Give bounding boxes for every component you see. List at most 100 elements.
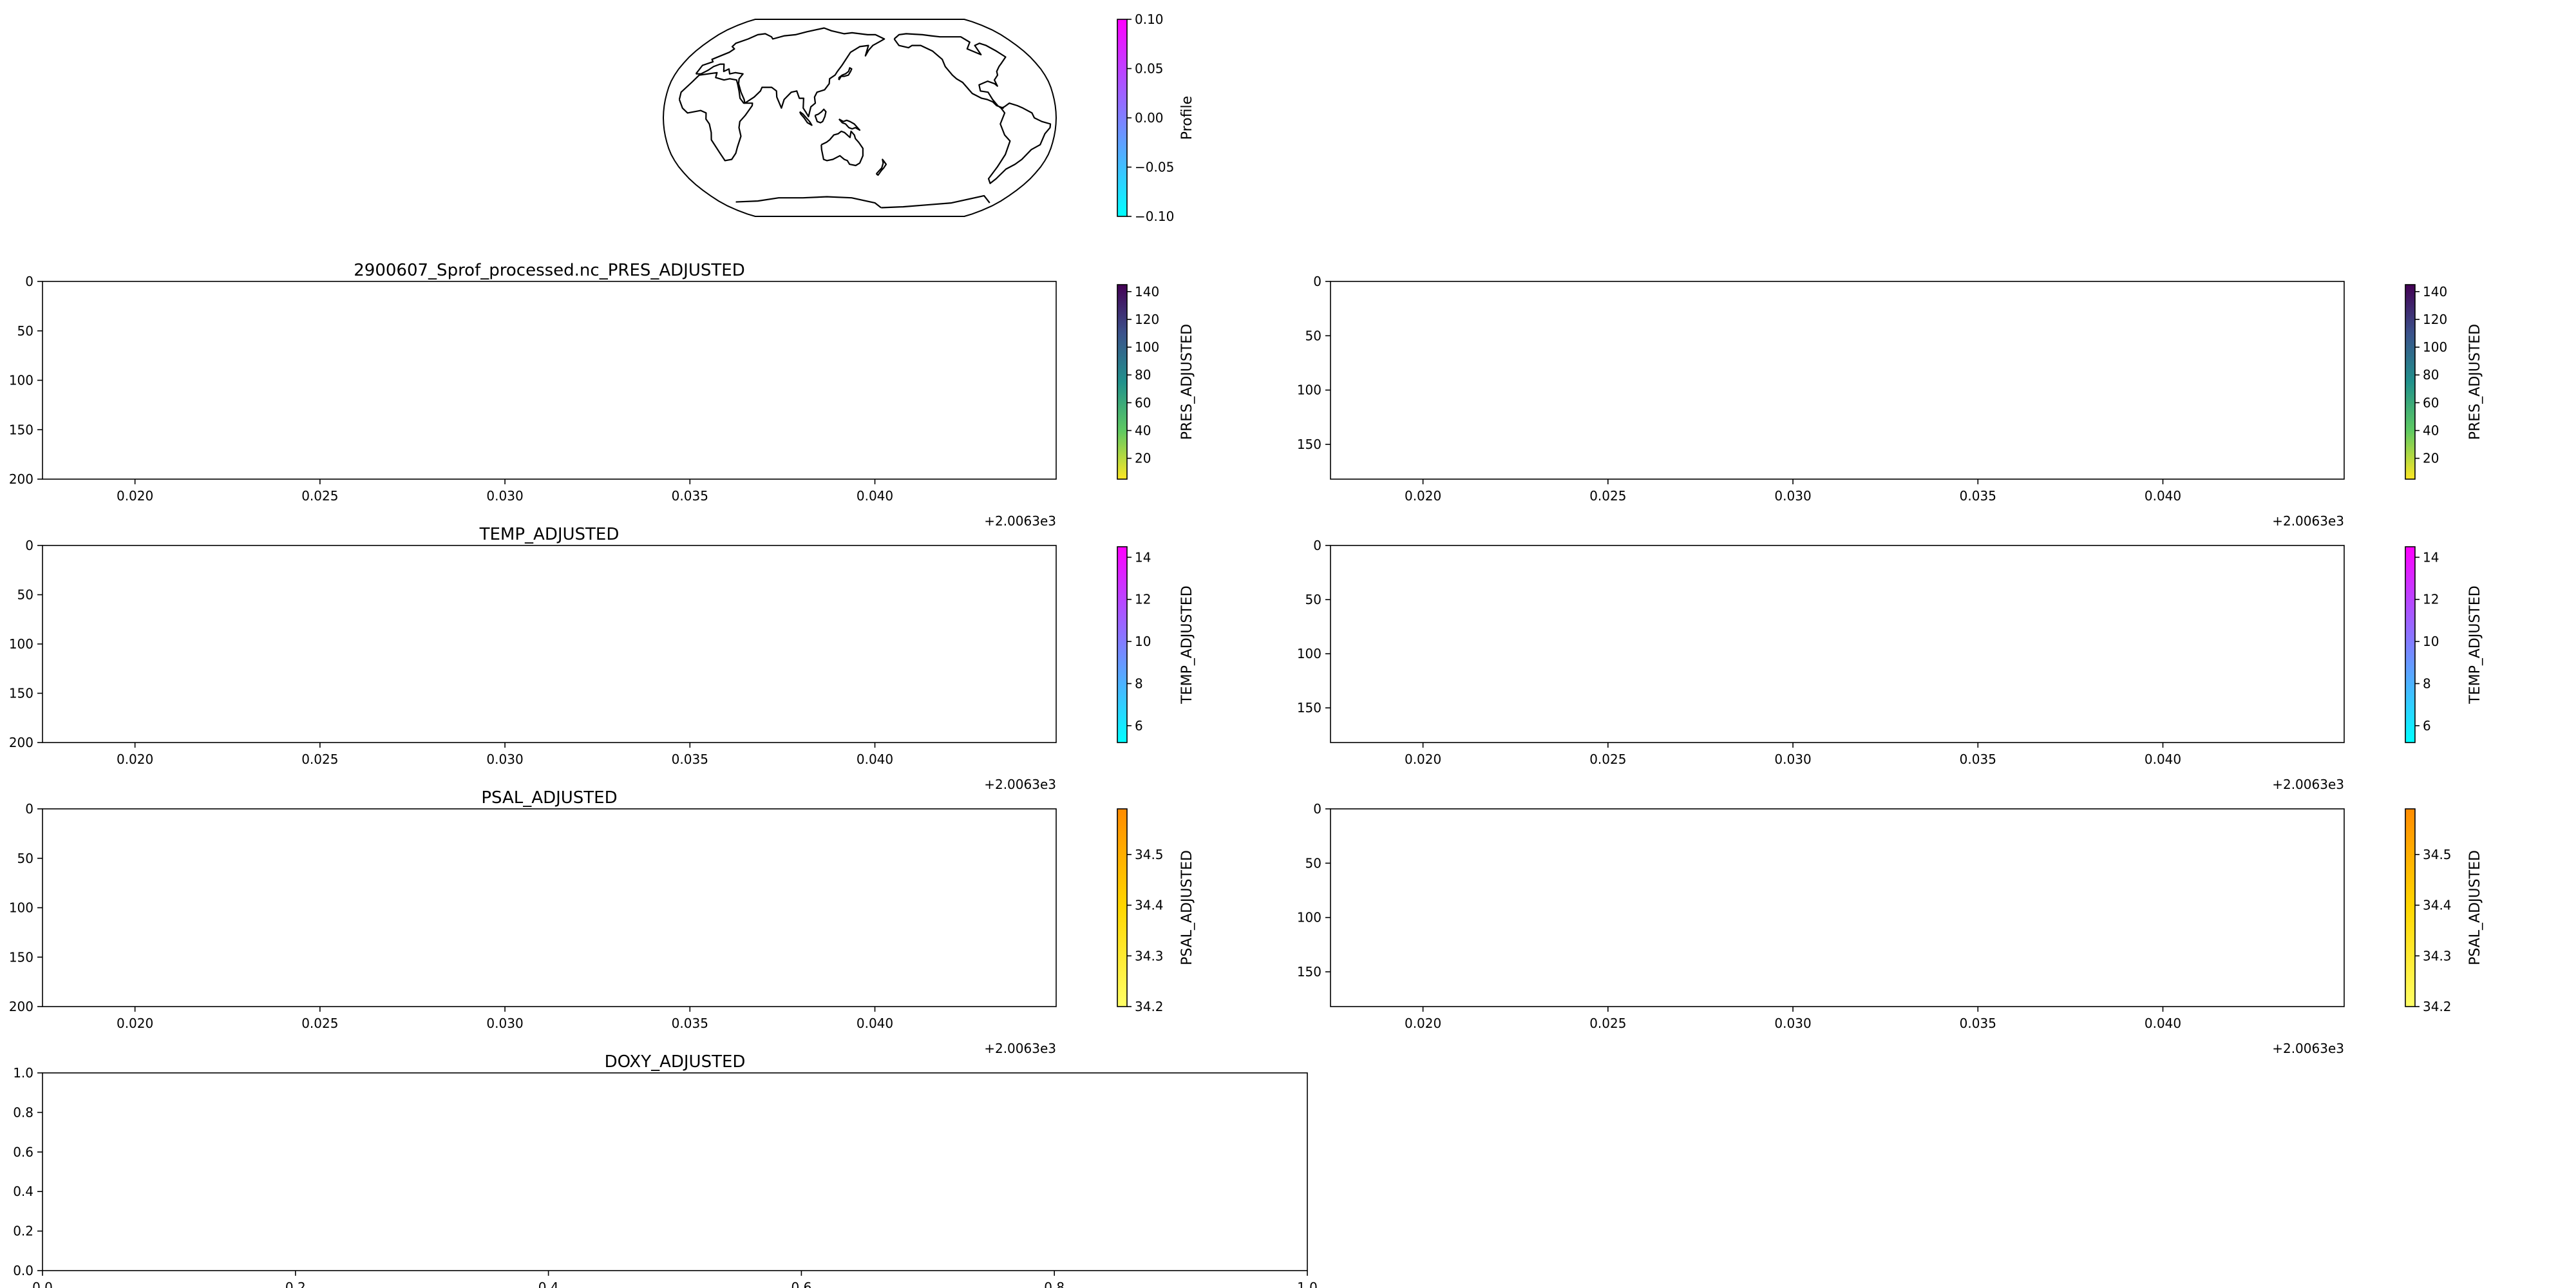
colorbar-tick-label: 0.00 (1135, 110, 1164, 126)
x-tick-label: 0.025 (301, 1016, 338, 1031)
colorbar-tick-label: 6 (2423, 718, 2431, 734)
y-tick-label: 150 (1297, 964, 1321, 980)
colorbar-tick-label: 6 (1135, 718, 1143, 734)
x-tick-label: 0.035 (1960, 1016, 1996, 1031)
x-tick-label: 0.030 (1774, 488, 1811, 504)
colorbar-label: TEMP_ADJUSTED (2467, 585, 2483, 704)
world-map (662, 19, 1057, 217)
x-tick-label: 0.040 (2145, 488, 2181, 504)
y-tick-label: 150 (9, 422, 33, 437)
x-tick-label: 0.2 (285, 1280, 306, 1288)
x-tick-label: 0.025 (301, 752, 338, 767)
colorbar-gradient (1117, 19, 1127, 216)
y-tick-label: 0.8 (13, 1104, 33, 1120)
coast-africa (678, 71, 753, 162)
colorbar-psal-right: 34.2 34.3 34.4 34.5 PSAL_ADJUSTED (2405, 808, 2483, 1014)
colorbar-frame (1117, 546, 1128, 743)
colorbar-tick-label: 34.4 (2423, 898, 2452, 913)
colorbar-tick-label: 120 (1135, 312, 1159, 327)
y-tick-label: 200 (9, 471, 33, 487)
colorbar-tick-label: 40 (1135, 423, 1151, 439)
colorbar-tick-label: 14 (1135, 549, 1151, 565)
coast-sumatra (799, 111, 813, 126)
colorbar-tick-label: 10 (1135, 634, 1151, 649)
y-tick-label: 50 (17, 323, 33, 339)
coast-borneo (814, 108, 827, 124)
x-tick-label: 0.035 (1960, 752, 1996, 767)
y-tick-label: 50 (1305, 328, 1321, 343)
y-tick-label: 1.0 (13, 1065, 33, 1081)
colorbar-tick-label: −0.10 (1135, 209, 1174, 224)
colorbar-gradient (2405, 285, 2415, 479)
colorbar-tick-label: −0.05 (1135, 160, 1174, 175)
colorbar-tick-label: 20 (2423, 451, 2439, 466)
panel-pres-left: 0.020 0.025 0.030 0.035 0.040 0 50 100 150 200 +2.… (9, 261, 1057, 529)
x-tick-label: 0.025 (1589, 1016, 1626, 1031)
y-tick-label: 200 (9, 735, 33, 750)
x-offset-label: +2.0063e3 (2272, 1041, 2344, 1056)
panel-title: DOXY_ADJUSTED (605, 1052, 746, 1072)
y-tick-label: 150 (1297, 700, 1321, 715)
colorbar-frame (2405, 808, 2416, 1007)
map-outline (662, 19, 1057, 217)
colorbar-tick-label: 40 (2423, 423, 2439, 439)
colorbar-temp-left: 6 8 10 12 14 TEMP_ADJUSTED (1117, 546, 1195, 743)
y-tick-label: 50 (1305, 855, 1321, 871)
x-tick-label: 0.020 (117, 1016, 153, 1031)
colorbar-tick-label: 8 (1135, 676, 1143, 691)
colorbar-tick-label: 34.3 (2423, 948, 2452, 963)
panel-title: 2900607_Sprof_processed.nc_PRES_ADJUSTED (354, 261, 744, 280)
x-tick-label: 0.040 (857, 488, 893, 504)
x-offset-label: +2.0063e3 (984, 1041, 1056, 1056)
colorbar-tick-label: 0.05 (1135, 61, 1164, 77)
x-tick-label: 0.030 (1774, 1016, 1811, 1031)
colorbar-psal-left: 34.2 34.3 34.4 34.5 PSAL_ADJUSTED (1117, 808, 1195, 1014)
coast-eurasia (695, 27, 886, 118)
colorbar-pres-left: 20 40 60 80 100 120 140 PRES_ADJUSTED (1117, 284, 1195, 480)
colorbar-gradient (1117, 809, 1127, 1007)
axes-frame (1330, 545, 2345, 743)
colorbar-frame (1117, 808, 1128, 1007)
y-tick-label: 50 (17, 587, 33, 603)
x-tick-label: 0.035 (672, 752, 708, 767)
y-tick-label: 100 (9, 373, 33, 388)
coast-new-guinea (838, 118, 861, 131)
y-tick-label: 150 (9, 686, 33, 701)
colorbar-gradient (2405, 809, 2415, 1007)
colorbar-frame (2405, 284, 2416, 480)
colorbar-label: Profile (1179, 96, 1195, 140)
x-tick-label: 0.0 (32, 1280, 53, 1288)
x-tick-label: 0.4 (538, 1280, 559, 1288)
y-tick-label: 0 (1313, 274, 1321, 289)
colorbar-tick-label: 80 (1135, 367, 1151, 383)
y-tick-label: 150 (1297, 437, 1321, 452)
x-tick-label: 0.025 (1589, 752, 1626, 767)
x-tick-label: 0.020 (1405, 752, 1441, 767)
x-tick-label: 0.040 (857, 752, 893, 767)
colorbar-map: −0.10 −0.05 0.00 0.05 0.10 Profile (1117, 12, 1195, 224)
x-tick-label: 0.030 (486, 1016, 523, 1031)
x-offset-label: +2.0063e3 (2272, 513, 2344, 529)
colorbar-tick-label: 100 (2423, 339, 2447, 355)
panel-temp-right: 0.020 0.025 0.030 0.035 0.040 0 50 100 150 +2.006… (1297, 538, 2345, 792)
colorbar-label: TEMP_ADJUSTED (1179, 585, 1195, 704)
colorbar-tick-label: 140 (2423, 284, 2447, 299)
x-tick-label: 0.030 (486, 488, 523, 504)
x-offset-label: +2.0063e3 (984, 777, 1056, 792)
y-tick-label: 0 (25, 274, 33, 289)
panel-title: TEMP_ADJUSTED (479, 525, 620, 544)
panel-doxy: 0.0 0.2 0.4 0.6 0.8 1.0 0.0 0.2 0.4 0.6 0.8 1.0 DOXY… (13, 1052, 1318, 1288)
y-tick-label: 50 (17, 851, 33, 866)
colorbar-frame (2405, 546, 2416, 743)
y-tick-label: 200 (9, 999, 33, 1014)
y-tick-label: 100 (1297, 910, 1321, 925)
colorbar-tick-label: 34.5 (2423, 847, 2452, 862)
x-tick-label: 0.020 (1405, 1016, 1441, 1031)
colorbar-tick-label: 12 (1135, 592, 1151, 607)
x-tick-label: 0.040 (857, 1016, 893, 1031)
colorbar-pres-right: 20 40 60 80 100 120 140 PRES_ADJUSTED (2405, 284, 2483, 480)
coast-new-zealand (875, 158, 887, 176)
colorbar-gradient (2405, 547, 2415, 743)
x-offset-label: +2.0063e3 (984, 513, 1056, 529)
